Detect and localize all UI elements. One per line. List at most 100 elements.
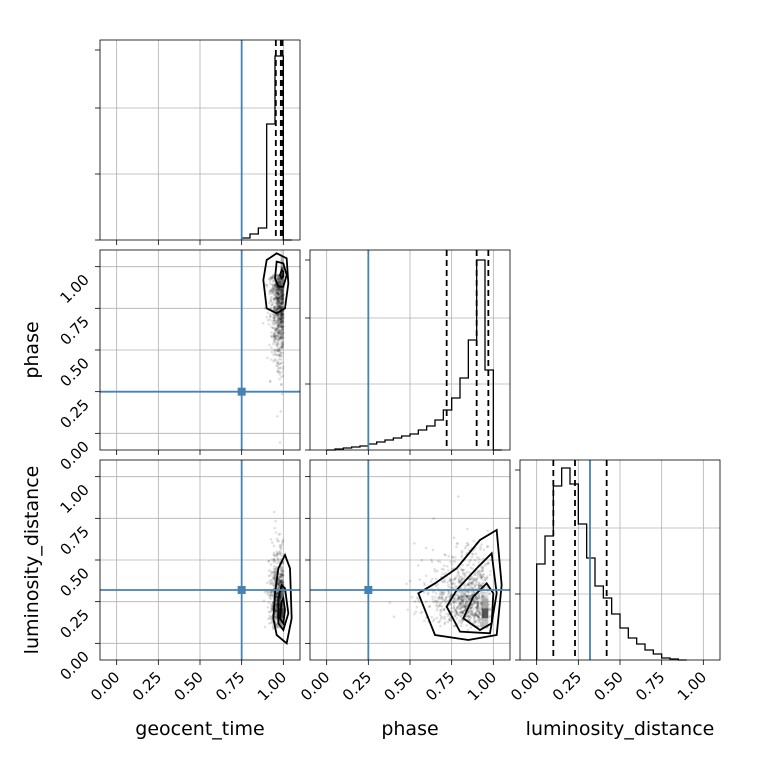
sample-point: [275, 625, 279, 628]
sample-point: [279, 287, 282, 291]
density-cell: [280, 250, 284, 260]
sample-point: [461, 611, 465, 615]
sample-point: [273, 323, 277, 327]
sample-point: [277, 280, 281, 284]
sample-point: [270, 558, 274, 561]
sample-point: [470, 613, 473, 616]
sample-point: [482, 548, 486, 552]
sample-point: [280, 319, 284, 322]
sample-point: [276, 296, 280, 300]
truth-marker: [364, 586, 373, 594]
sample-point: [276, 299, 280, 303]
sample-point: [281, 343, 285, 347]
sample-point: [477, 594, 481, 598]
sample-point: [276, 297, 280, 300]
sample-point: [275, 307, 279, 311]
sample-point: [273, 350, 276, 354]
sample-point: [278, 318, 281, 321]
sample-point: [280, 324, 284, 328]
sample-point: [272, 308, 276, 311]
sample-point: [469, 609, 472, 613]
sample-point: [281, 313, 285, 316]
sample-point: [475, 578, 478, 582]
sample-point: [452, 536, 456, 540]
sample-point: [270, 289, 273, 293]
sample-point: [281, 292, 285, 296]
sample-point: [274, 573, 277, 577]
sample-point: [279, 311, 283, 315]
sample-point: [469, 615, 472, 619]
sample-point: [436, 604, 440, 607]
sample-point: [277, 582, 281, 586]
sample-point: [281, 287, 285, 291]
sample-point: [464, 575, 467, 578]
sample-point: [277, 330, 281, 334]
sample-point: [479, 606, 482, 610]
sample-point: [277, 362, 280, 366]
sample-point: [277, 306, 281, 310]
sample-point: [273, 340, 277, 343]
sample-point: [276, 348, 279, 352]
sample-point: [475, 571, 479, 575]
sample-point: [277, 302, 281, 305]
sample-point: [279, 301, 283, 305]
sample-point: [281, 575, 284, 578]
sample-point: [438, 596, 442, 599]
sample-point: [276, 335, 280, 338]
sample-point: [473, 579, 476, 583]
sample-point: [436, 559, 440, 563]
sample-point: [432, 590, 435, 594]
y-tick-label: 0.00: [56, 647, 92, 683]
sample-point: [270, 295, 273, 299]
sample-point: [278, 580, 282, 583]
sample-point: [279, 345, 283, 349]
sample-point: [466, 582, 470, 586]
sample-point: [277, 333, 281, 337]
sample-point: [469, 596, 472, 600]
sample-point: [459, 602, 462, 605]
sample-point: [465, 595, 469, 599]
sample-point: [278, 301, 282, 305]
sample-point: [274, 321, 277, 325]
sample-point: [276, 316, 280, 320]
sample-point: [279, 311, 282, 315]
sample-point: [268, 593, 271, 596]
sample-point: [475, 606, 479, 609]
y-tick-label: 0.00: [56, 437, 92, 473]
sample-point: [275, 293, 279, 297]
sample-point: [479, 601, 482, 604]
sample-point: [276, 582, 280, 586]
sample-point: [281, 300, 284, 304]
sample-point: [276, 297, 280, 300]
sample-point: [460, 606, 464, 610]
sample-point: [439, 624, 442, 628]
sample-point: [485, 585, 489, 589]
sample-point: [445, 600, 449, 603]
sample-point: [444, 597, 447, 600]
sample-point: [446, 620, 450, 624]
sample-point: [272, 280, 275, 283]
sample-point: [274, 293, 278, 296]
sample-point: [278, 296, 282, 300]
sample-point: [281, 293, 285, 297]
sample-point: [448, 578, 451, 582]
x-tick-label: 0.50: [590, 668, 626, 704]
sample-point: [471, 614, 475, 617]
sample-point: [272, 577, 275, 580]
sample-point: [276, 300, 280, 304]
sample-point: [275, 336, 278, 340]
sample-point: [476, 608, 479, 611]
sample-point: [281, 592, 285, 595]
sample-point: [461, 613, 464, 617]
sample-point: [278, 552, 282, 555]
sample-point: [475, 601, 478, 604]
sample-point: [273, 336, 276, 339]
sample-point: [463, 605, 467, 609]
sample-point: [277, 280, 281, 284]
sample-point: [278, 598, 282, 601]
sample-point: [275, 353, 279, 357]
sample-point: [476, 573, 479, 577]
sample-point: [274, 308, 277, 312]
sample-point: [472, 616, 476, 620]
sample-point: [276, 324, 280, 327]
